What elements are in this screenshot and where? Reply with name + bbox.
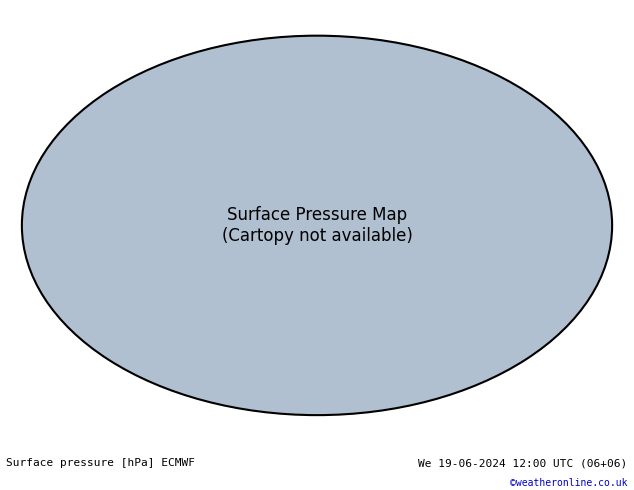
Text: Surface pressure [hPa] ECMWF: Surface pressure [hPa] ECMWF bbox=[6, 458, 195, 468]
Text: Surface Pressure Map
(Cartopy not available): Surface Pressure Map (Cartopy not availa… bbox=[221, 206, 413, 245]
Text: We 19-06-2024 12:00 UTC (06+06): We 19-06-2024 12:00 UTC (06+06) bbox=[418, 458, 628, 468]
Ellipse shape bbox=[22, 36, 612, 415]
Text: ©weatheronline.co.uk: ©weatheronline.co.uk bbox=[510, 478, 628, 488]
